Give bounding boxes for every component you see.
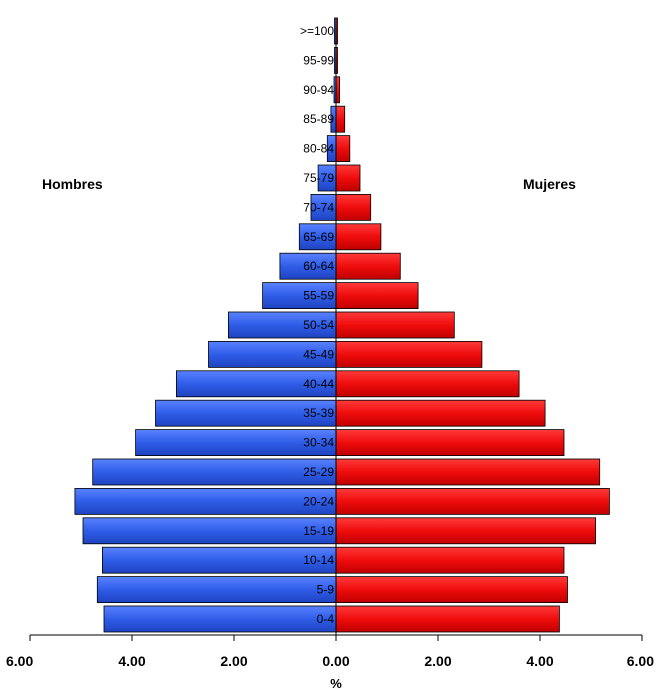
bar-hombres-50-54 xyxy=(227,311,337,339)
age-label-100: >=100 xyxy=(300,24,334,38)
age-label-70-74: 70-74 xyxy=(303,200,334,214)
series-label-hombres: Hombres xyxy=(42,176,103,192)
bar-mujeres-0-4 xyxy=(335,605,560,633)
age-label-20-24: 20-24 xyxy=(303,494,334,508)
x-tick-label: 4.00 xyxy=(526,653,553,669)
x-tick-label: 6.00 xyxy=(627,653,654,669)
age-label-30-34: 30-34 xyxy=(303,436,334,450)
age-label-65-69: 65-69 xyxy=(303,230,334,244)
bar-hombres-65-69 xyxy=(298,223,337,251)
x-tick-label: 6.00 xyxy=(6,653,33,669)
age-label-50-54: 50-54 xyxy=(303,318,334,332)
bar-hombres-60-64 xyxy=(279,252,337,280)
age-label-35-39: 35-39 xyxy=(303,406,334,420)
age-label-60-64: 60-64 xyxy=(303,259,334,273)
age-label-5-9: 5-9 xyxy=(317,583,335,597)
age-label-55-59: 55-59 xyxy=(303,289,334,303)
bar-hombres-5-9 xyxy=(96,576,337,603)
bar-mujeres-90-94 xyxy=(335,76,340,104)
x-axis-title: % xyxy=(330,676,342,690)
bar-hombres-55-59 xyxy=(262,282,337,310)
bar-hombres-25-29 xyxy=(92,458,337,486)
bar-mujeres-25-29 xyxy=(335,458,601,486)
bar-hombres-30-34 xyxy=(135,429,337,457)
age-label-85-89: 85-89 xyxy=(303,112,334,126)
series-label-mujeres: Mujeres xyxy=(523,176,576,192)
bar-mujeres-15-19 xyxy=(335,517,597,545)
age-labels: 0-4 5-9 10-14 15-19 20-24 25-29 30-34 35-39 40-4… xyxy=(300,24,334,626)
bar-mujeres-75-79 xyxy=(335,164,361,192)
bar-mujeres-70-74 xyxy=(335,193,372,221)
age-label-10-14: 10-14 xyxy=(303,553,334,567)
bar-mujeres-30-34 xyxy=(335,429,565,457)
age-label-75-79: 75-79 xyxy=(303,171,334,185)
age-label-45-49: 45-49 xyxy=(303,347,334,361)
x-tick-label: 0.00 xyxy=(322,653,349,669)
bar-hombres-15-19 xyxy=(82,517,337,545)
age-label-15-19: 15-19 xyxy=(303,524,334,538)
bar-mujeres-80-84 xyxy=(335,135,351,163)
bar-hombres-10-14 xyxy=(102,546,337,574)
bar-mujeres-60-64 xyxy=(335,252,401,280)
x-tick-label: 2.00 xyxy=(220,653,247,669)
x-tick-label: 2.00 xyxy=(424,653,451,669)
bar-mujeres-45-49 xyxy=(335,340,483,368)
age-label-80-84: 80-84 xyxy=(303,142,334,156)
bar-mujeres-35-39 xyxy=(335,399,546,427)
bar-mujeres-85-89 xyxy=(335,105,346,133)
age-label-25-29: 25-29 xyxy=(303,465,334,479)
bars-layer xyxy=(74,17,610,633)
x-tick-label: 4.00 xyxy=(118,653,145,669)
age-label-90-94: 90-94 xyxy=(303,83,334,97)
x-axis-ticks: 6.00 4.00 2.00 0.00 2.00 4.00 6.00 xyxy=(6,635,654,669)
bar-mujeres-65-69 xyxy=(335,223,382,251)
bar-hombres-35-39 xyxy=(155,399,337,427)
bar-hombres-40-44 xyxy=(175,370,337,398)
bar-mujeres-5-9 xyxy=(335,576,568,603)
bar-mujeres-50-54 xyxy=(335,311,455,339)
bar-mujeres-20-24 xyxy=(335,487,610,515)
bar-mujeres-55-59 xyxy=(335,282,419,310)
age-label-95-99: 95-99 xyxy=(303,53,334,67)
age-label-40-44: 40-44 xyxy=(303,377,334,391)
bar-mujeres-40-44 xyxy=(335,370,520,398)
bar-hombres-20-24 xyxy=(74,487,337,515)
bar-hombres-70-74 xyxy=(310,193,337,221)
age-label-0-4: 0-4 xyxy=(317,612,335,626)
bar-hombres-0-4 xyxy=(103,605,337,633)
bar-mujeres-10-14 xyxy=(335,546,565,574)
